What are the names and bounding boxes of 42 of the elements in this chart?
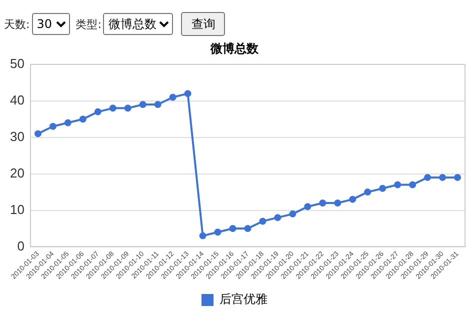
y-tick-label: 50: [10, 56, 24, 71]
point: [439, 174, 446, 181]
text: 天数:: [4, 16, 30, 32]
text: 微博总数: [103, 13, 174, 35]
point: [304, 203, 312, 210]
point: [154, 101, 162, 108]
point: [289, 210, 296, 218]
point: [364, 188, 372, 196]
y-tick-label: 10: [10, 202, 24, 217]
text: 30: [32, 13, 70, 35]
point: [214, 228, 222, 236]
chart-title: 微博总数: [210, 41, 260, 56]
point: [79, 116, 86, 123]
point: [349, 196, 356, 203]
point: [394, 181, 402, 188]
point: [334, 199, 342, 206]
point: [124, 104, 132, 112]
point: [259, 218, 266, 225]
point: [109, 104, 116, 112]
point: [34, 130, 42, 138]
point: [94, 108, 102, 116]
point: [454, 174, 462, 181]
text: 查询: [181, 12, 226, 36]
legend-label: 后宫优雅: [220, 292, 268, 306]
point: [199, 232, 206, 240]
point: [49, 122, 56, 130]
point: [229, 225, 236, 232]
point: [319, 199, 326, 206]
point: [64, 119, 72, 126]
y-tick-label: 40: [10, 92, 24, 108]
point: [274, 214, 282, 222]
point: [139, 101, 146, 108]
point: [424, 174, 432, 181]
point: [184, 90, 192, 98]
point: [409, 181, 416, 188]
y-tick-label: 30: [10, 128, 24, 144]
y-tick-label: 20: [10, 165, 24, 180]
y-tick-label: 0: [17, 238, 24, 254]
text: 类型:: [76, 16, 102, 32]
point: [244, 225, 252, 232]
point: [379, 184, 386, 192]
point: [169, 94, 176, 101]
